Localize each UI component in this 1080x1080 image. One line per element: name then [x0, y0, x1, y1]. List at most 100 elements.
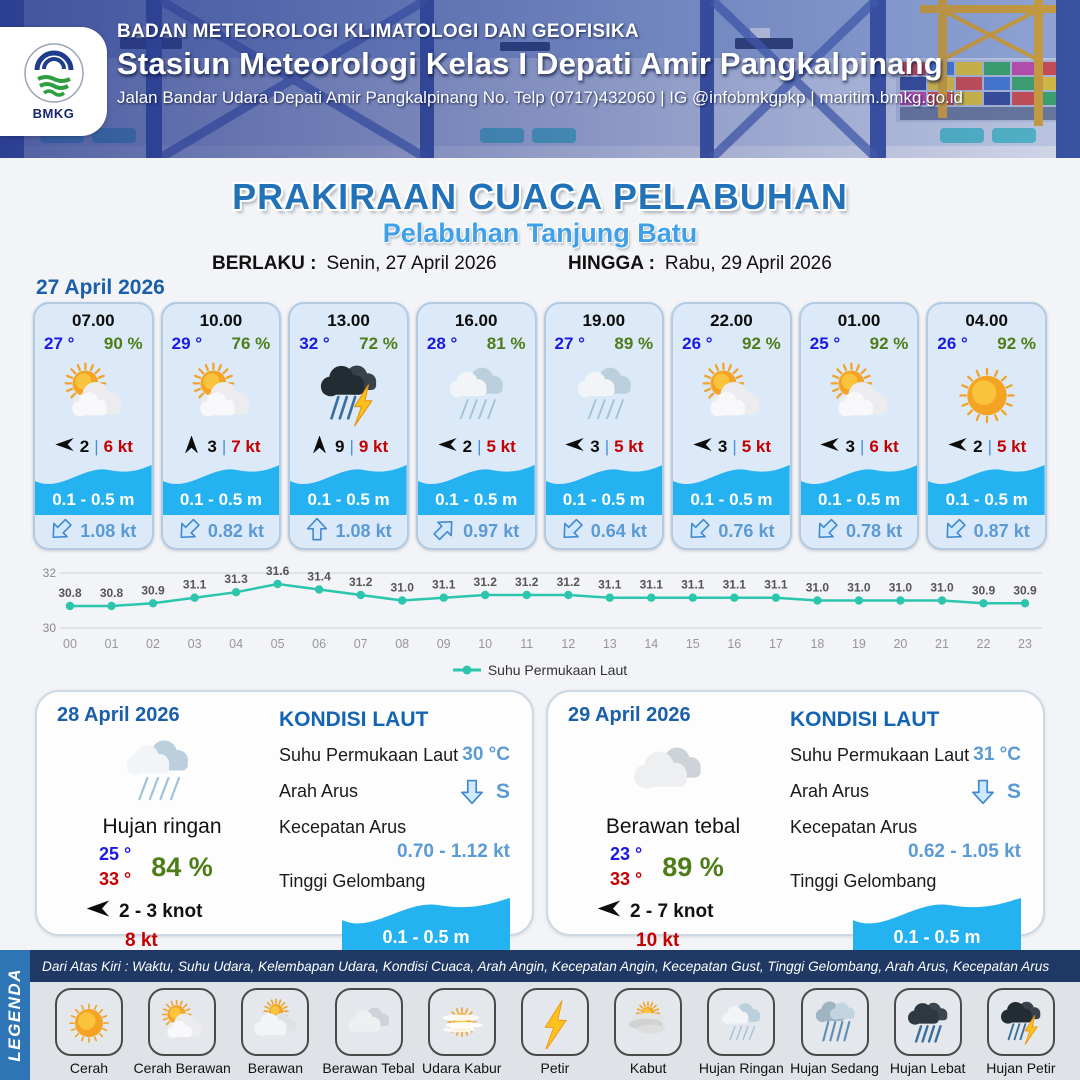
wind-direction-icon [181, 435, 202, 458]
wave-band: 0.1 - 0.5 m [928, 463, 1045, 515]
weather-icon-hujan-ringan [418, 354, 535, 434]
forecast-card: 19.00 27 ° 89 % 3 | 5 kt 0.1 - 0.5 m 0.6… [543, 302, 665, 550]
validity-row: BERLAKU : Senin, 27 April 2026 HINGGA : … [0, 253, 1080, 277]
wind-row: 2 - 7 knot [596, 898, 778, 925]
kecepatan-arus-row: Kecepatan Arus 0.62 - 1.05 kt [790, 817, 1021, 863]
humidity-value: 92 % [869, 334, 909, 353]
arah-arus-label: Arah Arus [279, 781, 359, 801]
wind-direction-icon [54, 436, 75, 458]
separator: | [859, 437, 865, 456]
bmkg-logo-icon [23, 43, 84, 103]
svg-text:21: 21 [935, 637, 949, 651]
svg-text:30.8: 30.8 [58, 586, 82, 600]
svg-text:31.0: 31.0 [391, 581, 415, 595]
svg-text:31.1: 31.1 [432, 578, 456, 592]
gust-value: 7 kt [231, 437, 261, 456]
legend-icon-udara-kabur [427, 988, 496, 1056]
svg-text:31.0: 31.0 [806, 581, 830, 595]
weather-icon-cerah [928, 354, 1045, 434]
time-label: 07.00 [72, 311, 115, 330]
gelombang-value: 0.1 - 0.5 m [382, 927, 470, 947]
gust-value: 5 kt [996, 437, 1027, 456]
svg-text:31.3: 31.3 [224, 572, 248, 586]
weather-icon-berawan-tebal [568, 727, 768, 815]
svg-text:31.4: 31.4 [307, 570, 331, 584]
wind-row: 2 | 5 kt [928, 434, 1045, 460]
arah-arus-value: S [460, 778, 510, 805]
legend-icon-hujan-sedang [800, 988, 869, 1056]
wind-direction-icon [564, 436, 585, 458]
gust-value: 6 kt [103, 437, 133, 456]
legend-icon-hujan-petir [986, 988, 1055, 1056]
current-direction-icon [561, 517, 583, 547]
berlaku-value: Senin, 27 April 2026 [326, 253, 497, 274]
legend-item-label: Cerah [69, 1060, 109, 1076]
gust-value: 6 kt [869, 437, 899, 456]
svg-text:31.2: 31.2 [349, 575, 373, 589]
svg-text:10: 10 [478, 637, 492, 651]
svg-text:30.9: 30.9 [1013, 583, 1037, 597]
kecepatan-arus-row: Kecepatan Arus 0.70 - 1.12 kt [279, 817, 510, 863]
wave-height-value: 0.1 - 0.5 m [435, 490, 518, 509]
kecepatan-arus-value: 0.70 - 1.12 kt [396, 841, 510, 862]
humidity-value: 89 % [662, 851, 724, 882]
temp-range: 23 ° 33 ° [610, 842, 642, 892]
legend-icon-cerah-berawan [148, 988, 217, 1056]
current-speed-value: 0.87 kt [973, 521, 1030, 541]
svg-text:30.8: 30.8 [100, 586, 124, 600]
wave-height-value: 0.1 - 0.5 m [945, 490, 1028, 509]
svg-text:04: 04 [229, 637, 243, 651]
chart-legend: Suhu Permukaan Laut [0, 662, 1080, 678]
forecast-date: 27 April 2026 [36, 276, 165, 299]
wind-row: 3 | 5 kt [673, 434, 790, 460]
panel-date: 28 April 2026 [57, 704, 180, 726]
temp-humidity-row: 27 ° 90 % [35, 331, 152, 354]
current-direction-icon [306, 517, 328, 547]
legend-item: Cerah Berawan [134, 988, 231, 1080]
wind-speed-value: 3 [590, 437, 600, 456]
hingga-value: Rabu, 29 April 2026 [664, 253, 832, 274]
station-address: Jalan Bandar Udara Depati Amir Pangkalpi… [117, 88, 964, 107]
wind-row: 2 | 5 kt [418, 434, 535, 460]
legend-item-label: Hujan Petir [986, 1060, 1056, 1076]
humidity-value: 76 % [231, 334, 271, 353]
current-speed-value: 1.08 kt [335, 521, 392, 541]
forecast-cards: 07.00 27 ° 90 % 2 | 6 kt 0.1 - 0.5 m 1.0… [33, 302, 1047, 550]
svg-text:31.1: 31.1 [183, 578, 207, 592]
gust-value: 8 kt [125, 930, 158, 952]
chart-legend-label: Suhu Permukaan Laut [487, 662, 628, 678]
svg-text:31.1: 31.1 [723, 578, 747, 592]
legend-item: Udara Kabur [417, 988, 507, 1080]
svg-text:15: 15 [686, 637, 700, 651]
temp-humidity-row: 32 ° 72 % [290, 331, 407, 354]
svg-text:31.0: 31.0 [847, 581, 871, 595]
kecepatan-arus-label: Kecepatan Arus [279, 817, 407, 837]
header-banner: BMKG BADAN METEOROLOGI KLIMATOLOGI DAN G… [0, 0, 1080, 158]
wind-speed-value: 2 [973, 437, 983, 456]
berlaku-label: BERLAKU : [212, 253, 317, 274]
legend-items: Cerah Cerah Berawan Berawan Berawan Teba… [30, 982, 1080, 1080]
weather-icon-cerah-berawan [673, 354, 790, 434]
svg-text:14: 14 [644, 637, 658, 651]
svg-text:08: 08 [395, 637, 409, 651]
wind-speed-value: 9 [334, 437, 345, 456]
wind-speed-value: 2 [79, 437, 90, 456]
gelombang-label: Tinggi Gelombang [279, 871, 426, 891]
temp-humidity-row: 29 ° 76 % [163, 331, 280, 354]
current-speed-value: 0.78 kt [846, 521, 903, 541]
current-row: 0.82 kt [163, 515, 280, 548]
wind-row: 3 | 6 kt [801, 434, 918, 460]
legend-item-label: Petir [540, 1060, 570, 1076]
humidity-value: 81 % [486, 334, 526, 353]
temperature-value: 26 ° [937, 334, 968, 353]
svg-text:31.0: 31.0 [930, 581, 954, 595]
wind-direction-icon [596, 898, 622, 925]
svg-text:18: 18 [810, 637, 824, 651]
current-row: 0.97 kt [418, 515, 535, 548]
time-label: 01.00 [837, 311, 881, 330]
svg-text:32: 32 [43, 566, 57, 580]
current-speed-value: 1.08 kt [80, 521, 137, 541]
panel-temp-humidity: 25 ° 33 ° 84 % [99, 842, 267, 892]
forecast-card: 04.00 26 ° 92 % 2 | 5 kt 0.1 - 0.5 m 0.8… [926, 302, 1047, 550]
